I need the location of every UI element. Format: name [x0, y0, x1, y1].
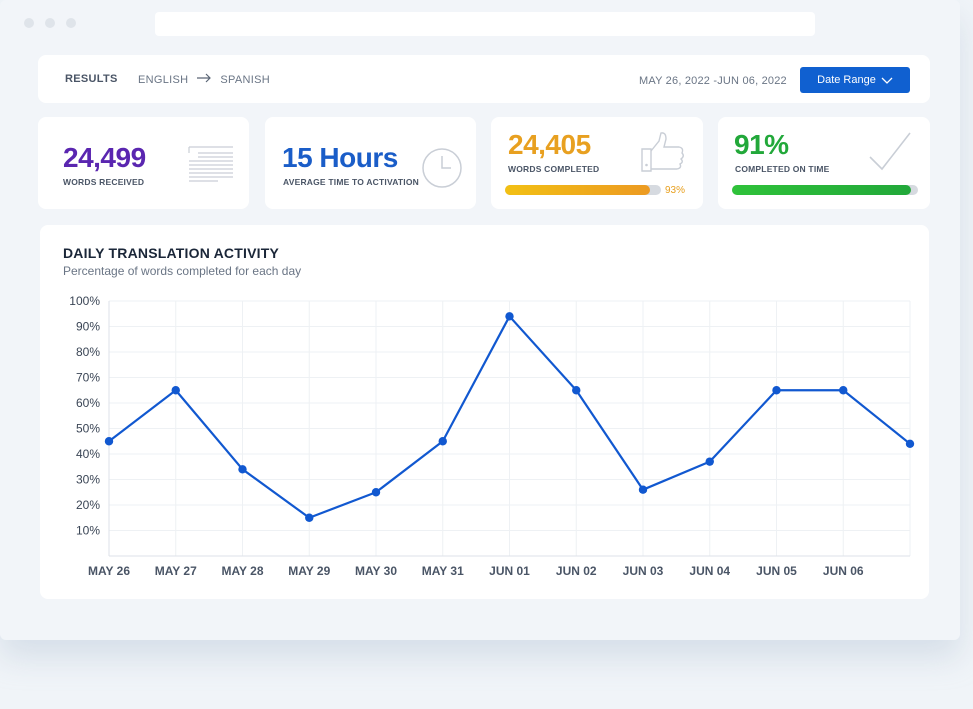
y-tick-label: 30% [76, 473, 100, 487]
stat-average-time: 15 Hours AVERAGE TIME TO ACTIVATION [265, 117, 476, 209]
x-tick-label: MAY 27 [155, 564, 197, 578]
source-language: ENGLISH [138, 73, 189, 86]
stat-words-completed: 24,405 WORDS COMPLETED 93% [491, 117, 703, 209]
window-dot-maximize[interactable] [66, 18, 76, 28]
words-received-label: WORDS RECEIVED [63, 177, 145, 187]
window-dot-minimize[interactable] [45, 18, 55, 28]
words-completed-progress-track [505, 185, 661, 195]
arrow-right-icon [196, 73, 212, 86]
words-completed-value: 24,405 [508, 129, 591, 160]
results-label: RESULTS [65, 73, 118, 85]
data-point [238, 465, 247, 474]
words-completed-percent: 93% [665, 185, 686, 196]
words-received-value: 24,499 [63, 142, 146, 173]
x-tick-label: JUN 01 [489, 564, 530, 578]
y-tick-label: 80% [76, 345, 100, 359]
address-bar[interactable] [155, 12, 815, 36]
data-point [438, 437, 447, 446]
language-pair: ENGLISH SPANISH [138, 73, 270, 86]
browser-window: RESULTS ENGLISH SPANISH MAY 26, 2022 -JU… [24, 12, 930, 599]
date-range-button[interactable]: Date Range [800, 67, 910, 93]
thumbs-up-icon [639, 131, 687, 178]
target-language: SPANISH [220, 73, 270, 86]
x-tick-label: JUN 04 [689, 564, 730, 578]
x-tick-label: MAY 30 [355, 564, 397, 578]
data-point [371, 488, 381, 497]
y-tick-label: 10% [76, 524, 100, 538]
stat-completed-on-time: 91% COMPLETED ON TIME [718, 117, 930, 209]
y-tick-label: 20% [76, 498, 100, 512]
y-tick-label: 70% [76, 371, 100, 385]
document-lines-icon [188, 145, 234, 188]
x-tick-label: JUN 02 [556, 564, 597, 578]
chevron-down-icon [881, 77, 893, 84]
chart-title: DAILY TRANSLATION ACTIVITY [63, 245, 279, 261]
y-tick-label: 90% [76, 320, 100, 334]
x-tick-label: JUN 06 [823, 564, 864, 578]
date-range-text: MAY 26, 2022 -JUN 06, 2022 [639, 75, 787, 87]
on-time-progress-track [732, 185, 918, 195]
data-point [772, 386, 781, 395]
y-tick-label: 50% [76, 422, 100, 436]
y-tick-label: 60% [76, 396, 100, 410]
x-tick-label: MAY 28 [221, 564, 263, 578]
y-tick-label: 100% [69, 294, 100, 308]
average-time-label: AVERAGE TIME TO ACTIVATION [283, 177, 420, 187]
on-time-value: 91% [734, 129, 789, 160]
data-point [638, 485, 648, 494]
x-tick-label: JUN 03 [623, 564, 664, 578]
x-tick-label: MAY 29 [288, 564, 330, 578]
average-time-value: 15 Hours [282, 142, 398, 173]
chart-subtitle: Percentage of words completed for each d… [63, 264, 302, 278]
on-time-progress-fill [732, 185, 911, 195]
results-header: RESULTS ENGLISH SPANISH MAY 26, 2022 -JU… [38, 55, 930, 103]
words-completed-label: WORDS COMPLETED [508, 164, 600, 174]
data-point [505, 312, 514, 321]
data-point [171, 386, 180, 395]
line-chart: 10% 20% 30% 40% 50% 60% 70% 80% 90% 100% MAY 26 MAY… [69, 294, 915, 578]
x-tick-label: JUN 05 [756, 564, 797, 578]
data-point [839, 386, 848, 395]
data-point [572, 386, 581, 395]
data-point [104, 437, 114, 446]
data-point [305, 513, 314, 522]
words-completed-progress-fill [505, 185, 651, 195]
on-time-label: COMPLETED ON TIME [735, 164, 830, 174]
stat-words-received: 24,499 WORDS RECEIVED [38, 117, 249, 209]
x-tick-label: MAY 31 [422, 564, 464, 578]
daily-activity-chart-card: DAILY TRANSLATION ACTIVITY Percentage of… [40, 225, 929, 599]
y-tick-label: 40% [76, 447, 100, 461]
clock-icon [421, 147, 463, 194]
date-range-button-label: Date Range [817, 74, 876, 86]
x-tick-label: MAY 26 [88, 564, 130, 578]
window-dot-close[interactable] [24, 18, 34, 28]
data-point [705, 457, 714, 466]
checkmark-icon [868, 129, 912, 178]
data-point [905, 439, 915, 448]
